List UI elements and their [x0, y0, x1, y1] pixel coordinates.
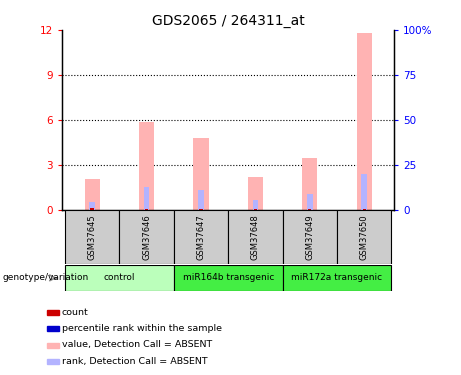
Text: GSM37647: GSM37647	[196, 214, 206, 260]
Bar	[198, 190, 204, 210]
Bar	[361, 174, 367, 210]
Text: GSM37650: GSM37650	[360, 214, 369, 260]
Bar	[283, 210, 337, 264]
Bar	[254, 209, 257, 210]
Bar	[47, 327, 59, 331]
Text: GSM37645: GSM37645	[88, 214, 97, 260]
Bar	[47, 359, 59, 364]
Text: genotype/variation: genotype/variation	[2, 273, 89, 282]
Bar	[65, 210, 119, 264]
Bar	[337, 210, 391, 264]
Bar	[89, 202, 95, 210]
Bar	[145, 209, 148, 210]
Text: GSM37648: GSM37648	[251, 214, 260, 260]
Bar	[47, 310, 59, 315]
Bar	[248, 177, 263, 210]
Bar	[90, 208, 94, 210]
Text: rank, Detection Call = ABSENT: rank, Detection Call = ABSENT	[62, 357, 207, 366]
Bar	[139, 122, 154, 210]
Text: count: count	[62, 308, 89, 316]
Bar	[174, 210, 228, 264]
Text: control: control	[104, 273, 135, 282]
Bar	[84, 178, 100, 210]
Bar	[307, 194, 313, 210]
Bar	[174, 265, 283, 291]
Bar	[65, 265, 174, 291]
Bar	[253, 200, 258, 210]
Text: value, Detection Call = ABSENT: value, Detection Call = ABSENT	[62, 340, 212, 350]
Text: GSM37646: GSM37646	[142, 214, 151, 260]
Text: percentile rank within the sample: percentile rank within the sample	[62, 324, 222, 333]
Bar	[302, 158, 318, 210]
Text: miR164b transgenic: miR164b transgenic	[183, 273, 274, 282]
Bar	[119, 210, 174, 264]
Bar	[283, 265, 391, 291]
Bar	[47, 343, 59, 348]
Title: GDS2065 / 264311_at: GDS2065 / 264311_at	[152, 13, 305, 28]
Text: miR172a transgenic: miR172a transgenic	[291, 273, 383, 282]
Bar	[357, 33, 372, 210]
Text: GSM37649: GSM37649	[305, 214, 314, 260]
Bar	[362, 209, 366, 210]
Bar	[308, 209, 312, 210]
Bar	[193, 138, 209, 210]
Bar	[199, 209, 203, 210]
Bar	[144, 187, 149, 210]
Bar	[228, 210, 283, 264]
